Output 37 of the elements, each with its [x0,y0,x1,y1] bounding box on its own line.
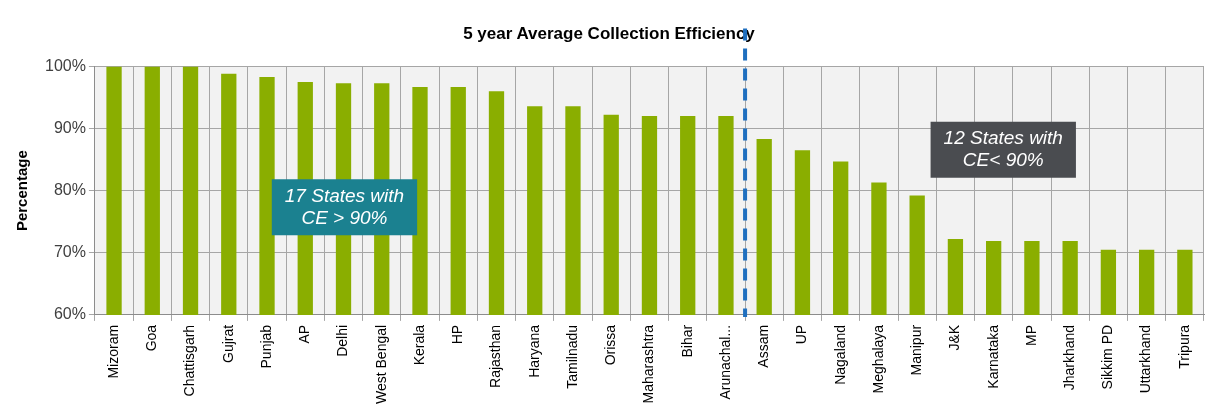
y-axis-title: Percentage [13,150,31,232]
x-tick-label: Karnataka [984,324,1001,389]
x-tick-label: Goa [143,324,160,352]
x-tick-label: Manipur [908,324,925,376]
x-tick-label: HP [449,324,466,345]
x-tick-label: Gujrat [219,324,236,364]
y-tick-label: 80% [53,181,86,199]
y-tick-label: 60% [53,305,86,323]
y-tick-label: 70% [53,243,86,261]
x-tick-label: Delhi [334,324,351,357]
y-tick-label: 90% [53,118,86,136]
annotation: 17 States with CE > 90% [284,184,405,228]
x-tick-label: Maharashtra [640,324,657,404]
x-tick-label: Chattisgarh [181,324,198,397]
x-tick-label: Tripura [1175,324,1192,369]
x-tick-label: Jharkhand [1061,324,1078,391]
x-tick-label: Arunachal... [716,324,733,400]
x-tick-label: Sikkim PD [1099,324,1116,390]
x-tick-label: Punjab [257,324,274,369]
x-tick-label: West Bengal [372,324,389,405]
annotation: 12 States with CE< 90% [943,126,1063,170]
x-tick-label: J&K [946,324,963,351]
x-tick-label: Haryana [525,324,542,378]
y-tick-label: 100% [45,56,86,74]
x-tick-label: Meghalaya [869,324,886,394]
x-tick-label: MP [1022,324,1039,346]
x-tick-label: UP [793,324,810,345]
x-tick-label: Rajasthan [487,324,504,388]
x-tick-label: Assam [755,324,772,368]
x-tick-label: Mizoram [104,324,121,379]
x-tick-label: Kerala [410,324,427,366]
x-tick-label: Nagaland [831,324,848,385]
x-tick-label: Orissa [602,324,619,366]
x-tick-label: Uttarkhand [1137,324,1154,394]
x-tick-label: Bihar [678,324,695,358]
x-tick-label: AP [296,324,313,344]
x-tick-label: Tamilnadu [563,324,580,389]
